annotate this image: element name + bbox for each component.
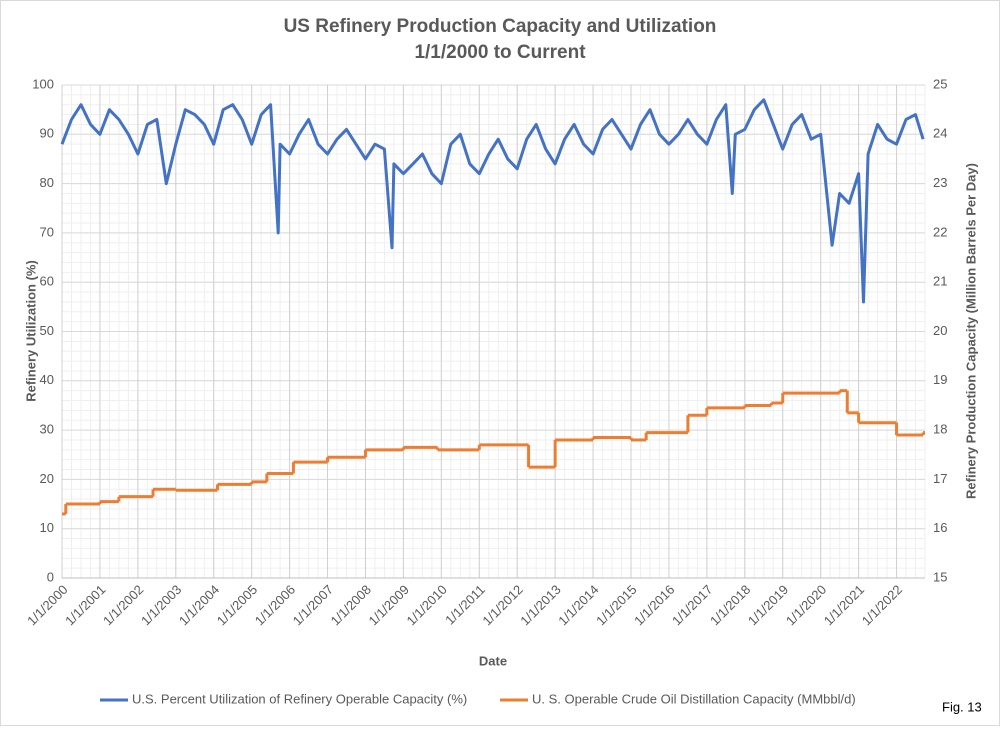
y-tick-label: 20 xyxy=(40,471,54,486)
y-tick-label: 70 xyxy=(40,224,54,239)
y2-tick-label: 22 xyxy=(933,224,947,239)
y-axis-label: Refinery Utilization (%) xyxy=(23,260,38,402)
y-tick-label: 50 xyxy=(40,323,54,338)
y-tick-label: 0 xyxy=(47,569,54,584)
y2-tick-label: 24 xyxy=(933,126,947,141)
y-tick-label: 40 xyxy=(40,372,54,387)
legend-label: U.S. Percent Utilization of Refinery Ope… xyxy=(132,691,467,706)
y-tick-label: 80 xyxy=(40,175,54,190)
y2-tick-label: 15 xyxy=(933,569,947,584)
x-axis-label: Date xyxy=(479,653,507,668)
y2-tick-label: 25 xyxy=(933,76,947,91)
y-tick-label: 30 xyxy=(40,422,54,437)
y2-tick-label: 18 xyxy=(933,422,947,437)
y2-axis-label: Refinery Production Capacity (Million Ba… xyxy=(963,163,978,499)
chart-title: US Refinery Production Capacity and Util… xyxy=(284,16,717,37)
legend-label: U. S. Operable Crude Oil Distillation Ca… xyxy=(532,691,856,706)
utilization-line xyxy=(60,98,925,304)
y2-tick-label: 23 xyxy=(933,175,947,190)
y2-tick-label: 16 xyxy=(933,520,947,535)
y-tick-label: 10 xyxy=(40,520,54,535)
y2-tick-label: 19 xyxy=(933,372,947,387)
chart-subtitle: 1/1/2000 to Current xyxy=(414,42,586,63)
y2-tick-label: 21 xyxy=(933,274,947,289)
y2-tick-label: 17 xyxy=(933,471,947,486)
y-tick-label: 90 xyxy=(40,126,54,141)
y-tick-label: 100 xyxy=(32,76,54,91)
y-tick-label: 60 xyxy=(40,274,54,289)
y2-tick-label: 20 xyxy=(933,323,947,338)
annotation: Fig. 13 xyxy=(942,699,982,714)
